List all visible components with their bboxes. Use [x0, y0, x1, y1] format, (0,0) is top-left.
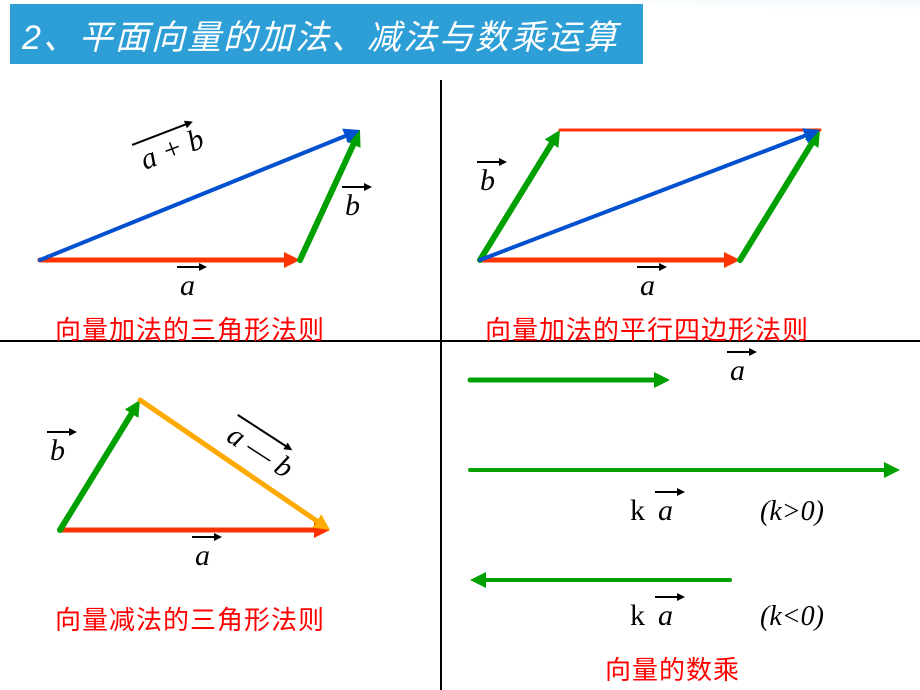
svg-text:a: a: [195, 539, 210, 572]
caption-bl: 向量减法的三角形法则: [55, 600, 325, 637]
slide: { "title": "2、平面向量的加法、减法与数乘运算", "title_b…: [0, 0, 920, 690]
svg-text:a — b: a — b: [221, 418, 299, 485]
svg-text:b: b: [50, 434, 65, 467]
svg-text:a: a: [658, 494, 673, 527]
svg-text:a: a: [658, 599, 673, 632]
svg-text:b: b: [480, 164, 495, 197]
panel-top-left: aba + b 向量加法的三角形法则: [0, 80, 440, 340]
diagram-parallelogram-add: ab: [440, 80, 920, 340]
svg-text:b: b: [345, 189, 360, 222]
svg-text:k: k: [630, 599, 645, 632]
diagram-triangle-add: aba + b: [0, 80, 440, 340]
grid: aba + b 向量加法的三角形法则 ab 向量加法的平行四边形法则 aba —…: [0, 80, 920, 690]
title-bar: 2、平面向量的加法、减法与数乘运算: [10, 4, 643, 64]
panel-bottom-right: ak a(k>0)k a(k<0) 向量的数乘: [440, 340, 920, 690]
svg-text:a: a: [730, 354, 745, 387]
panel-bottom-left: a b a — b 向量减法的三角形法则: [0, 340, 440, 690]
page-title: 2、平面向量的加法、减法与数乘运算: [22, 10, 619, 59]
svg-text:(k>0): (k>0): [760, 496, 824, 527]
panel-top-right: ab 向量加法的平行四边形法则: [440, 80, 920, 340]
diagram-scalar-mult: ak a(k>0)k a(k<0): [440, 340, 920, 690]
svg-text:k: k: [630, 494, 645, 527]
diagram-triangle-sub: a b a — b: [0, 340, 440, 690]
svg-text:(k<0): (k<0): [760, 601, 824, 632]
svg-text:a: a: [640, 269, 655, 302]
caption-br: 向量的数乘: [605, 650, 740, 687]
svg-text:a: a: [180, 269, 195, 302]
